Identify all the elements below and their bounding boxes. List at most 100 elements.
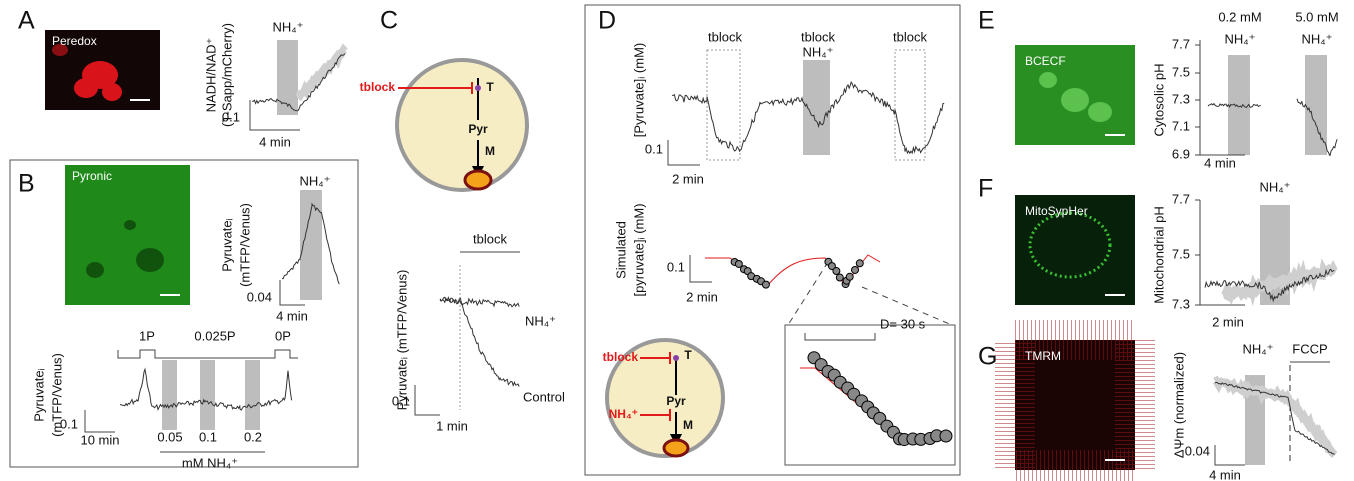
- label: 4 min: [1209, 467, 1241, 481]
- label: 7.3: [1172, 91, 1190, 106]
- cells-a: [52, 44, 122, 101]
- label: 6.9: [1172, 146, 1190, 161]
- label: TMRM: [1025, 349, 1061, 363]
- label: Mitochondrial pH: [1151, 206, 1166, 304]
- panel-b-frame: [9, 159, 359, 468]
- label: NH₄⁺: [1302, 31, 1333, 46]
- cell-diagram-d: [605, 338, 725, 458]
- label: ΔΨm (normalized): [1171, 352, 1186, 458]
- label: 0.1: [645, 141, 663, 156]
- trace: [1221, 258, 1338, 307]
- label: 5.0 mM: [1295, 9, 1338, 24]
- label: 1P: [139, 328, 155, 343]
- label: tblock: [473, 231, 507, 246]
- label: 2 min: [672, 171, 704, 186]
- label: Cytosolic pH: [1151, 64, 1166, 137]
- micrograph-f: [1015, 195, 1135, 305]
- label: 0.1: [392, 393, 410, 408]
- label: NH₄⁺: [1260, 179, 1291, 194]
- label: E: [978, 7, 995, 35]
- simulation-point: [835, 273, 844, 282]
- label: 7.7: [1172, 36, 1190, 51]
- label: 2 min: [1212, 314, 1244, 329]
- micrograph-b: [65, 165, 190, 305]
- label: Pyruvateᵢ (mTFP/Venus): [394, 270, 409, 411]
- trace: [295, 43, 348, 102]
- label: (mTFP/Venus): [237, 203, 252, 287]
- simulation-point: [850, 265, 859, 274]
- label: C: [380, 7, 398, 35]
- label: 7.5: [1172, 246, 1190, 261]
- simulation-point: [827, 262, 836, 271]
- trace: [671, 80, 945, 155]
- label: 0.025P: [194, 328, 235, 343]
- label: 0.04: [247, 289, 272, 304]
- label: Pyruvateᵢ: [31, 368, 46, 421]
- simulation-point: [761, 280, 770, 289]
- label: 7.5: [1172, 64, 1190, 79]
- scale-bars: [84, 40, 1330, 466]
- label: 0.1: [667, 259, 685, 274]
- trace: [1207, 102, 1261, 109]
- label: NH₄⁺: [803, 44, 834, 59]
- trace: [1214, 381, 1335, 455]
- label: NH₄⁺: [273, 19, 304, 34]
- trace: [439, 297, 520, 388]
- label: 7.7: [1172, 191, 1190, 206]
- simulation: [800, 367, 949, 441]
- label: 0.2: [244, 429, 262, 444]
- label: tblock: [801, 29, 835, 44]
- zoom-lines: [787, 261, 953, 326]
- label: G: [978, 343, 997, 371]
- label: NH₄⁺: [609, 407, 638, 421]
- label: F: [978, 175, 993, 203]
- label: 0.1: [199, 429, 217, 444]
- label: Pyr: [468, 122, 488, 136]
- mitochondria-g: [995, 320, 1155, 481]
- label: 0P: [275, 328, 291, 343]
- label: [Pyruvate]ᵢ (mM): [631, 43, 646, 138]
- label: 0.1: [222, 109, 240, 124]
- label: FCCP: [1292, 341, 1327, 356]
- label: D: [598, 7, 616, 35]
- cell-f: [1028, 211, 1112, 279]
- trace: [1296, 98, 1338, 157]
- label: Control: [523, 389, 565, 404]
- label: tblock: [708, 29, 742, 44]
- label: 4 min: [259, 134, 291, 149]
- panel-d-frame: [584, 4, 961, 476]
- label: 7.1: [1172, 118, 1190, 133]
- dotted-boxes: [459, 49, 926, 410]
- label: MitoSypHer: [1025, 204, 1088, 218]
- simulation-point: [845, 272, 854, 281]
- trace: [282, 202, 340, 285]
- label: tblock: [603, 350, 639, 364]
- label: mM NH₄⁺: [182, 455, 238, 470]
- label: 0.04: [1185, 443, 1210, 458]
- label: [pyruvate]ᵢ (mM): [631, 203, 646, 296]
- label: Pyronic: [72, 169, 112, 183]
- simulation-point: [855, 259, 864, 268]
- label: 7.3: [1172, 296, 1190, 311]
- label: 4 min: [1204, 155, 1236, 170]
- nuclei-b: [86, 220, 164, 278]
- simulation-point: [832, 267, 841, 276]
- label: B: [18, 170, 35, 198]
- simulation-point: [734, 259, 743, 268]
- trace: [119, 367, 293, 411]
- trace: [1212, 375, 1338, 458]
- label: (T-Sapp/mCherry): [219, 23, 234, 127]
- label: 2 min: [686, 289, 718, 304]
- trace: [1204, 268, 1335, 303]
- label: tblock: [893, 29, 927, 44]
- label: M: [485, 144, 495, 158]
- frames: [9, 4, 961, 476]
- label: Peredox: [52, 34, 97, 48]
- simulation-point: [939, 429, 953, 443]
- cell-diagram-c: [395, 58, 529, 192]
- label: NH₄⁺: [300, 173, 331, 188]
- label: T: [486, 80, 494, 94]
- label: NH₄⁺: [1225, 31, 1256, 46]
